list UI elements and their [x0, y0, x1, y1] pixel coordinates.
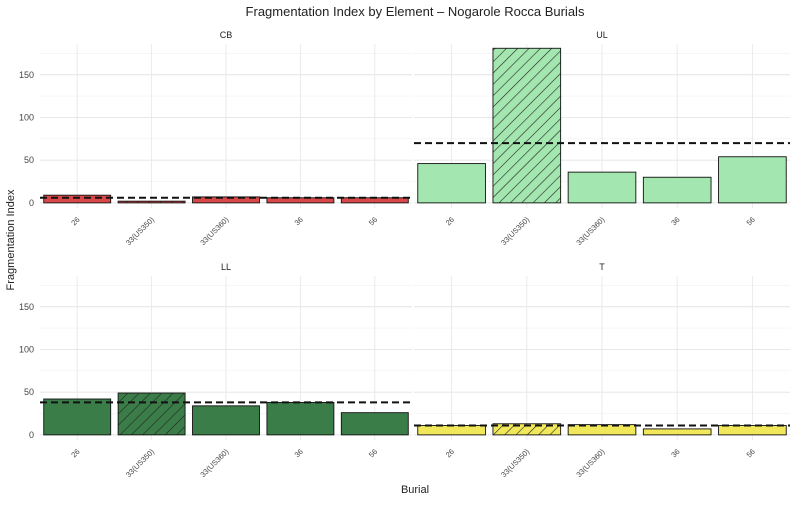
x-tick-label: 33(US360): [198, 215, 230, 247]
x-tick-label: 36: [293, 215, 305, 227]
x-tick-label: 26: [444, 215, 456, 227]
bar: [192, 405, 260, 436]
bar: [642, 428, 712, 436]
panel-label: UL: [596, 30, 608, 40]
x-tick-label: 33(US350): [124, 447, 156, 479]
x-tick-label: 33(US360): [198, 447, 230, 479]
y-tick-label: 100: [19, 344, 34, 354]
bar: [266, 197, 335, 204]
x-tick-label: 56: [745, 447, 757, 459]
panel-t: T 26 33(US350) 33(US360) 36 56: [414, 262, 790, 479]
bar: [266, 401, 335, 436]
bar: [417, 425, 486, 436]
y-tick-label: 100: [19, 112, 34, 122]
x-tick-label: 36: [669, 215, 681, 227]
bar-hatch: [492, 48, 561, 203]
x-tick-label: 33(US360): [574, 447, 606, 479]
x-tick-label: 33(US350): [124, 215, 156, 247]
panel-label: T: [599, 262, 605, 272]
x-tick-label: 26: [69, 215, 81, 227]
panel-ll: LL 0 50 100 150 26 33(US350) 33(US360) 36 56: [19, 262, 412, 479]
y-tick-label: 50: [24, 387, 34, 397]
bar: [642, 176, 712, 204]
panel-label: LL: [221, 262, 231, 272]
y-tick-label: 0: [29, 198, 34, 208]
bar: [43, 194, 112, 204]
x-tick-label: 26: [69, 447, 81, 459]
x-tick-label: 56: [367, 447, 379, 459]
bar: [417, 163, 486, 204]
bar: [340, 412, 409, 436]
x-tick-label: 56: [367, 215, 379, 227]
chart-title: Fragmentation Index by Element – Nogarol…: [246, 4, 585, 19]
bar: [567, 171, 637, 204]
bar: [43, 398, 112, 436]
x-tick-label: 33(US360): [574, 215, 606, 247]
x-tick-label: 36: [293, 447, 305, 459]
panel-ul: UL 26 33(US350) 33(US360) 36 56: [414, 30, 790, 247]
x-tick-label: 56: [745, 215, 757, 227]
panel-cb: CB 0 50 100 150 26 33(US350) 33(US360) 36 56: [19, 30, 412, 247]
y-tick-label: 50: [24, 155, 34, 165]
y-tick-label: 0: [29, 430, 34, 440]
x-tick-label: 36: [669, 447, 681, 459]
bar: [192, 196, 260, 204]
bar-hatch: [118, 201, 186, 203]
panel-label: CB: [220, 30, 233, 40]
y-tick-label: 150: [19, 302, 34, 312]
x-tick-label: 33(US350): [499, 447, 531, 479]
x-tick-label: 26: [444, 447, 456, 459]
x-tick-label: 33(US350): [499, 215, 531, 247]
bar-hatch: [118, 393, 186, 435]
x-axis-label: Burial: [401, 484, 429, 496]
y-tick-label: 150: [19, 70, 34, 80]
bar: [718, 156, 787, 204]
panels: CB 0 50 100 150 26 33(US350) 33(US360) 36 56 UL 26 3…: [19, 30, 790, 479]
bar: [718, 425, 787, 436]
y-axis-label: Fragmentation Index: [5, 189, 17, 290]
bar-hatch: [492, 423, 561, 435]
